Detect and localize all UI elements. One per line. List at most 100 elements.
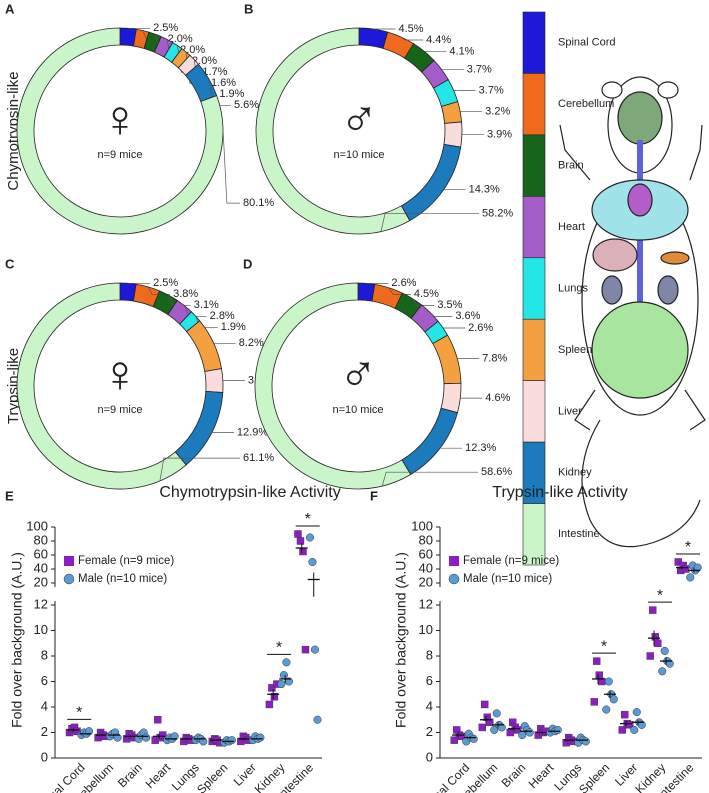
donut-slice [16,282,187,490]
data-point [621,710,629,719]
data-point [525,728,534,737]
significance-star: * [76,705,82,722]
mouse-tail [581,419,701,548]
data-point [630,725,639,735]
data-point [651,633,659,641]
y-tick-label: 10 [34,622,48,637]
data-point [595,671,603,679]
mouse-kidney [657,275,679,305]
data-point [481,700,489,709]
data-point [654,639,662,647]
y-tick-label: 8 [426,647,433,662]
panel-letter: D [243,256,252,271]
panel-letter: A [5,1,15,16]
data-label: 14.3% [469,184,500,196]
significance-star: * [601,638,607,655]
legend-label: Kidney [558,467,592,479]
legend-marker [63,573,75,585]
leader-line [430,312,453,317]
data-label: 4.5% [399,23,424,35]
legend-label: Lungs [558,282,588,294]
data-label: 3.8% [173,288,198,300]
leader-line [168,295,191,306]
significance-star: * [657,587,663,604]
data-label: 1.9% [219,88,244,100]
center-text: n=10 mice [332,404,383,416]
data-label: 4.6% [485,392,510,404]
mouse-intestine [591,301,689,399]
data-point [113,733,122,742]
data-label: 12.9% [237,426,268,438]
x-tick-label: Heart [526,760,557,791]
data-point [590,698,598,706]
y-tick-label: 2 [426,724,433,739]
donut-slice [204,368,224,393]
data-point [153,716,162,724]
legend-marker [64,556,74,566]
donut-slice [254,282,412,490]
data-point [305,533,315,542]
y-tick-label: 6 [41,673,48,688]
data-point [279,671,288,680]
data-label: 4.4% [426,34,451,46]
data-label: 61.1% [243,452,274,464]
data-point [646,652,654,660]
y-tick-label: 100 [26,518,48,533]
data-label: 80.1% [243,197,274,209]
data-label: 3.7% [467,64,492,76]
data-label: 1.9% [221,321,246,333]
data-label: 58.2% [482,208,513,220]
leader-line [380,213,479,232]
legend-label: Heart [558,221,585,233]
legend-label: Female (n=9 mice) [463,555,559,567]
y-tick-label: 60 [419,546,433,561]
legend-swatch [522,134,546,197]
data-point [308,557,317,567]
y-tick-label: 6 [426,673,433,688]
legend-label: Brain [558,160,584,172]
data-point [686,573,695,582]
data-point [609,695,618,704]
panel-letter: B [244,1,253,16]
center-symbol: ♂ [340,91,379,149]
legend-label: Intestine [558,528,600,540]
legend-swatch [522,318,546,381]
data-point [658,667,667,676]
data-point [296,537,305,545]
data-label: 4.1% [449,45,474,57]
data-point [682,565,690,573]
legend-label: Spinal Cord [558,37,615,49]
legend-label: Male (n=10 mice) [78,573,167,585]
data-point [490,725,499,735]
data-point [270,693,279,701]
y-tick-label: 40 [419,560,433,575]
legend-label: Male (n=10 mice) [463,573,552,585]
y-tick-label: 80 [419,532,433,547]
y-tick-label: 12 [34,596,48,611]
mouse-limbs [559,124,706,431]
data-point [693,563,702,572]
donut-slice [443,121,463,148]
legend-swatch [522,257,546,320]
mouse-ear [601,81,623,99]
data-point [618,726,626,734]
data-point [660,646,669,655]
row-label: Trypsin-like [5,348,22,424]
legend-swatch [522,11,546,74]
significance-star: * [305,511,311,528]
x-tick-label: Brain [115,760,145,790]
data-point [492,709,501,718]
data-label: 3.2% [485,106,510,118]
y-tick-label: 60 [34,546,48,561]
data-point [604,677,613,686]
center-text: n=9 mice [98,404,143,416]
y-tick-label: 10 [419,622,433,637]
data-point [450,736,458,744]
data-point [268,684,276,692]
data-point [469,734,478,743]
data-label: 3.1% [194,299,219,311]
donut-slice [440,382,462,414]
row-label: Chymotrypsin-like [5,71,22,190]
data-label: 2.6% [391,277,416,289]
mouse-heart [627,183,653,217]
